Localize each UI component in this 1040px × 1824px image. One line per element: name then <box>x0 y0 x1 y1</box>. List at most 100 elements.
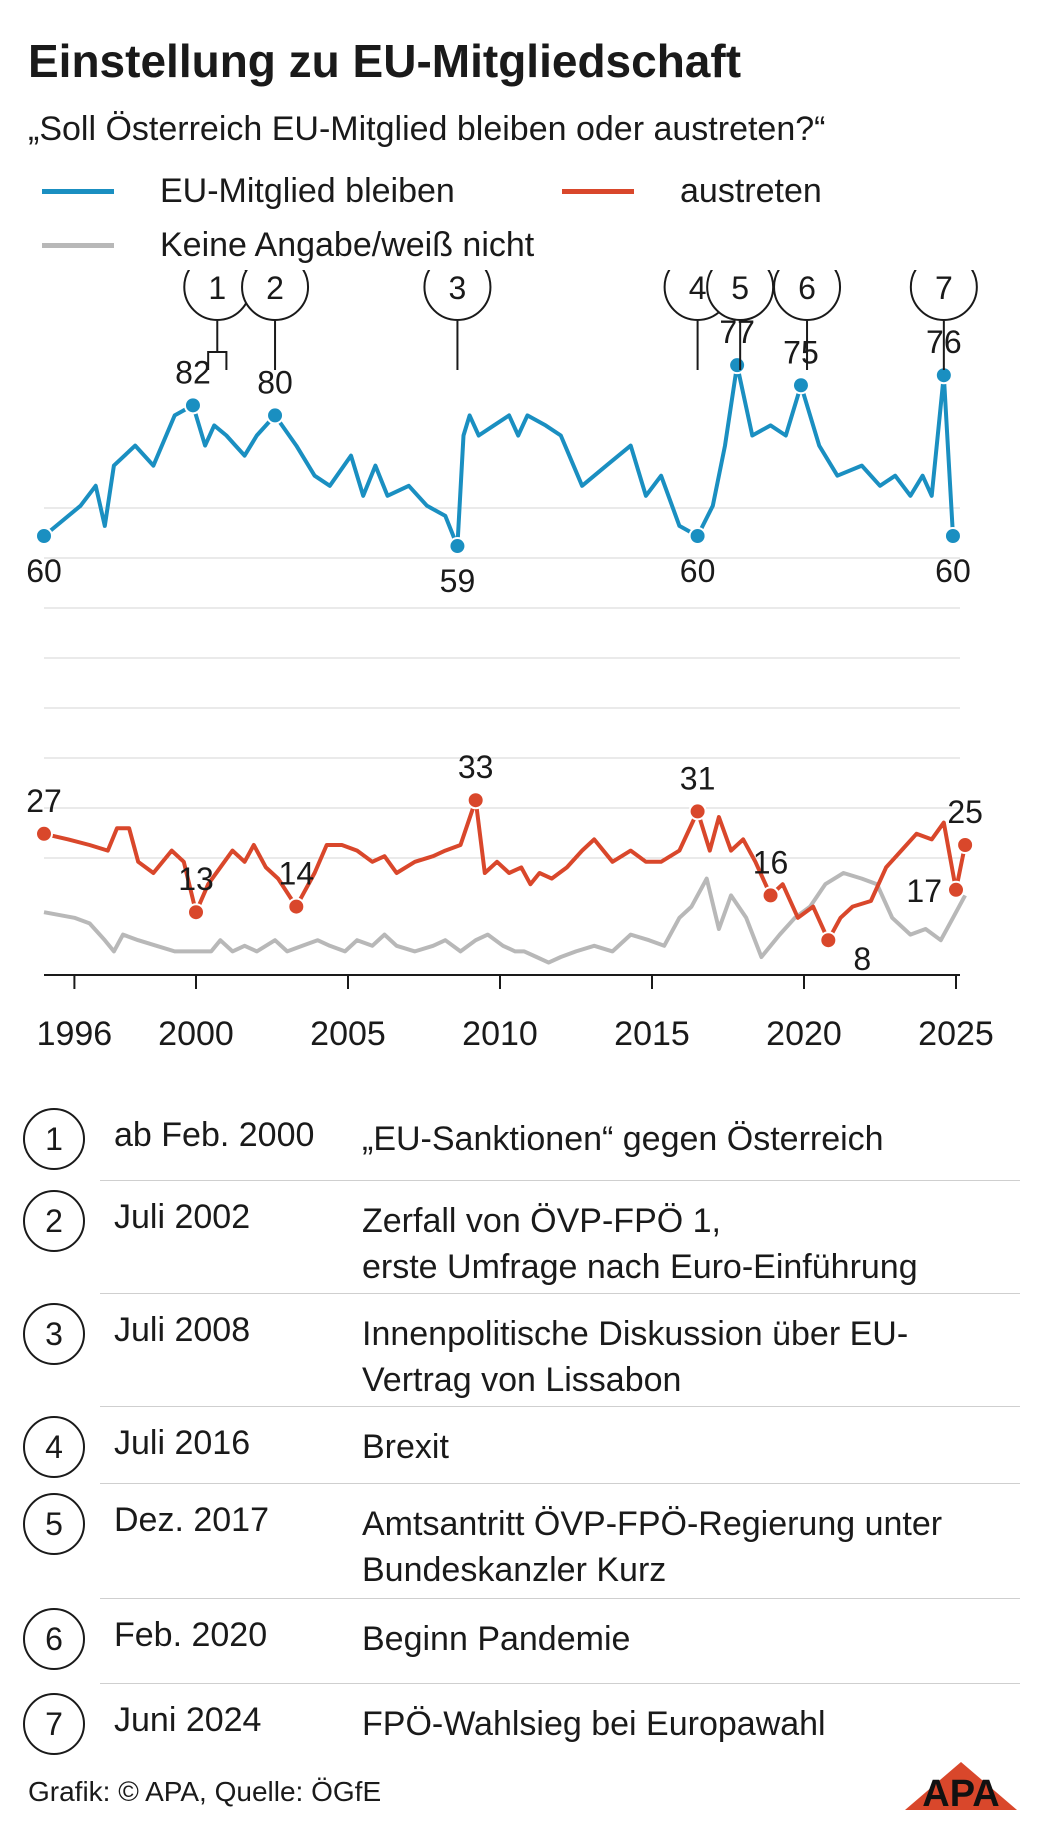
legend-item-austreten: austreten <box>562 172 822 211</box>
data-label: 33 <box>458 749 494 785</box>
data-point <box>187 903 205 922</box>
data-label: 60 <box>935 553 971 589</box>
event-divider <box>100 1683 1020 1684</box>
data-point <box>287 897 306 916</box>
event-description-line: „EU-Sanktionen“ gegen Österreich <box>362 1120 884 1158</box>
event-description-line: Amtsantritt ÖVP-FPÖ-Regierung unter <box>362 1505 943 1543</box>
data-label: 13 <box>178 861 214 897</box>
marker-circle <box>909 270 978 321</box>
data-label: 17 <box>906 873 942 909</box>
marker-number: 4 <box>689 270 707 306</box>
x-tick-label: 2020 <box>766 1015 842 1053</box>
legend-label: Keine Angabe/weiß nicht <box>160 226 535 264</box>
event-description-line: Vertrag von Lissabon <box>362 1361 682 1399</box>
event-description: „EU-Sanktionen“ gegen Österreich <box>362 1116 1022 1162</box>
data-label: 60 <box>680 553 716 589</box>
data-point <box>688 802 707 821</box>
event-description: Zerfall von ÖVP-FPÖ 1, erste Umfrage nach… <box>362 1198 1022 1290</box>
event-description: Beginn Pandemie <box>362 1616 1022 1662</box>
marker-circle <box>241 270 310 321</box>
data-label: 82 <box>175 354 211 390</box>
event-date: Juli 2016 <box>114 1424 251 1462</box>
chart-title: Einstellung zu EU-Mitgliedschaft <box>28 35 742 87</box>
event-divider <box>100 1406 1020 1407</box>
x-tick-label: 2005 <box>310 1015 386 1053</box>
x-tick-label: 2015 <box>614 1015 690 1053</box>
marker-bracket <box>207 351 228 370</box>
data-point <box>819 931 838 950</box>
legend-item-bleiben: EU-Mitglied bleiben <box>42 172 455 211</box>
event-number-circle: 5 <box>23 1493 85 1555</box>
event-description-line: Innenpolitische Diskussion über EU- <box>362 1315 909 1353</box>
series-line-austreten <box>43 798 968 943</box>
data-label: 8 <box>853 941 871 977</box>
data-point <box>791 376 810 395</box>
event-description-line: erste Umfrage nach Euro-Einführung <box>362 1248 918 1286</box>
apa-logo: APA <box>905 1762 1017 1810</box>
event-date: Juni 2024 <box>114 1701 262 1739</box>
data-label: 75 <box>783 334 819 370</box>
data-point <box>688 527 707 545</box>
x-tick-label: 2025 <box>918 1015 994 1053</box>
source-credit: Grafik: © APA, Quelle: ÖGfE <box>28 1776 382 1807</box>
series-line-eu-mitglied-bleiben <box>42 363 955 549</box>
data-point <box>448 537 467 556</box>
event-number-circle: 2 <box>23 1190 85 1252</box>
event-description: Innenpolitische Diskussion über EU- Vertr… <box>362 1311 1022 1403</box>
legend-label: austreten <box>680 172 822 210</box>
event-number-circle: 6 <box>23 1608 85 1670</box>
event-description-line: FPÖ-Wahlsieg bei Europawahl <box>362 1705 826 1743</box>
event-description-line: Bundeskanzler Kurz <box>362 1551 667 1589</box>
legend-swatch-grey <box>42 243 114 248</box>
event-divider <box>100 1483 1020 1484</box>
event-number-circle: 1 <box>23 1108 85 1170</box>
data-point <box>35 527 53 545</box>
marker-number: 2 <box>266 270 284 306</box>
event-divider <box>100 1598 1020 1599</box>
data-label: 25 <box>947 794 983 830</box>
legend-item-keine-angabe: Keine Angabe/weiß nicht <box>42 226 534 265</box>
event-divider <box>100 1180 1020 1181</box>
marker-number: 1 <box>208 270 226 306</box>
event-date: Dez. 2017 <box>114 1501 269 1539</box>
legend-label: EU-Mitglied bleiben <box>160 172 455 210</box>
data-label: 14 <box>279 856 315 892</box>
marker-circle <box>423 270 492 321</box>
marker-number: 6 <box>798 270 816 306</box>
event-number-circle: 4 <box>23 1416 85 1478</box>
logo-text: APA <box>922 1773 999 1810</box>
marker-circle <box>773 270 842 321</box>
data-label: 80 <box>257 364 293 400</box>
data-label: 27 <box>26 783 62 819</box>
chart-subtitle: „Soll Österreich EU-Mitglied bleiben ode… <box>28 110 826 148</box>
data-point <box>266 406 285 425</box>
data-point <box>728 356 747 375</box>
event-description: Brexit <box>362 1424 1022 1470</box>
data-label: 60 <box>26 553 62 589</box>
event-description-line: Beginn Pandemie <box>362 1620 631 1658</box>
event-description-line: Brexit <box>362 1428 449 1466</box>
event-date: Feb. 2020 <box>114 1616 268 1654</box>
data-point <box>466 791 485 810</box>
data-label: 16 <box>753 844 789 880</box>
data-point <box>956 836 975 854</box>
event-description-line: Zerfall von ÖVP-FPÖ 1, <box>362 1202 721 1240</box>
legend-swatch-red <box>562 189 634 194</box>
x-tick-label: 2000 <box>158 1015 234 1053</box>
event-date: Juli 2002 <box>114 1198 251 1236</box>
event-divider <box>100 1293 1020 1294</box>
data-label: 59 <box>440 563 476 599</box>
event-description: FPÖ-Wahlsieg bei Europawahl <box>362 1701 1022 1747</box>
data-point <box>947 880 965 899</box>
event-date: ab Feb. 2000 <box>114 1116 315 1154</box>
x-tick-label: 2010 <box>462 1015 538 1053</box>
marker-number: 7 <box>935 270 953 306</box>
data-point <box>943 527 962 545</box>
legend-swatch-blue <box>42 189 114 194</box>
event-description: Amtsantritt ÖVP-FPÖ-Regierung unter Bunde… <box>362 1501 1022 1593</box>
event-number-circle: 7 <box>23 1693 85 1755</box>
data-point <box>761 886 780 905</box>
x-tick-label: 1996 <box>37 1015 113 1053</box>
marker-number: 5 <box>731 270 749 306</box>
